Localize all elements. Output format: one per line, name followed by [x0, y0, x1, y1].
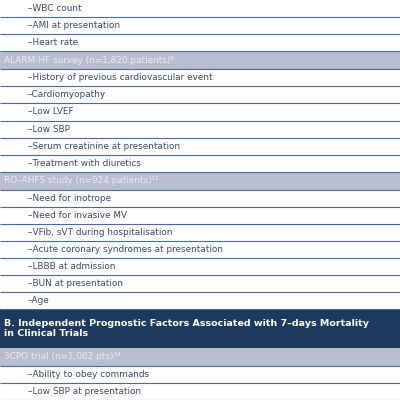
- Bar: [0, 34, 400, 51]
- Bar: [0, 17, 400, 34]
- Bar: [0, 155, 400, 172]
- Bar: [0, 190, 400, 207]
- Text: B. Independent Prognostic Factors Associated with 7–days Mortality
in Clinical T: B. Independent Prognostic Factors Associ…: [4, 319, 369, 338]
- Text: –Cardiomyopathy: –Cardiomyopathy: [28, 90, 106, 100]
- Text: –Need for inotrope: –Need for inotrope: [28, 194, 111, 203]
- Bar: [0, 258, 400, 275]
- Text: –WBC count: –WBC count: [28, 4, 82, 13]
- Bar: [0, 207, 400, 224]
- Text: –Heart rate: –Heart rate: [28, 38, 78, 47]
- Text: –Treatment with diuretics: –Treatment with diuretics: [28, 159, 141, 168]
- Text: RO–AHFS study (n=924 patients)¹¹: RO–AHFS study (n=924 patients)¹¹: [4, 176, 159, 185]
- Text: –BUN at presentation: –BUN at presentation: [28, 279, 123, 288]
- Bar: [0, 224, 400, 241]
- Text: 3CPO trial (n=1,062 pts)³⁴: 3CPO trial (n=1,062 pts)³⁴: [4, 352, 121, 361]
- Text: –Serum creatinine at presentation: –Serum creatinine at presentation: [28, 142, 180, 151]
- Text: –Need for invasive MV: –Need for invasive MV: [28, 211, 127, 220]
- Text: –History of previous cardiovascular event: –History of previous cardiovascular even…: [28, 73, 213, 82]
- Bar: [0, 172, 400, 190]
- Text: –LBBB at admission: –LBBB at admission: [28, 262, 116, 271]
- Text: –Low SBP at presentation: –Low SBP at presentation: [28, 387, 141, 396]
- Bar: [0, 275, 400, 292]
- Bar: [0, 383, 400, 400]
- Bar: [0, 104, 400, 120]
- Text: –Low LVEF: –Low LVEF: [28, 108, 74, 116]
- Bar: [0, 51, 400, 69]
- Bar: [0, 120, 400, 138]
- Text: –AMI at presentation: –AMI at presentation: [28, 21, 120, 30]
- Bar: [0, 241, 400, 258]
- Text: ALARM-HF survey (n=1,820 patients)⁶: ALARM-HF survey (n=1,820 patients)⁶: [4, 56, 174, 65]
- Bar: [0, 69, 400, 86]
- Text: –Ability to obey commands: –Ability to obey commands: [28, 370, 149, 379]
- Bar: [0, 309, 400, 348]
- Bar: [0, 366, 400, 383]
- Text: –Age: –Age: [28, 296, 50, 305]
- Text: –Acute coronary syndromes at presentation: –Acute coronary syndromes at presentatio…: [28, 245, 223, 254]
- Bar: [0, 86, 400, 104]
- Text: –Low SBP: –Low SBP: [28, 124, 70, 134]
- Bar: [0, 0, 400, 17]
- Bar: [0, 138, 400, 155]
- Text: –VFib, sVT during hospitalisation: –VFib, sVT during hospitalisation: [28, 228, 172, 237]
- Bar: [0, 348, 400, 366]
- Bar: [0, 292, 400, 309]
